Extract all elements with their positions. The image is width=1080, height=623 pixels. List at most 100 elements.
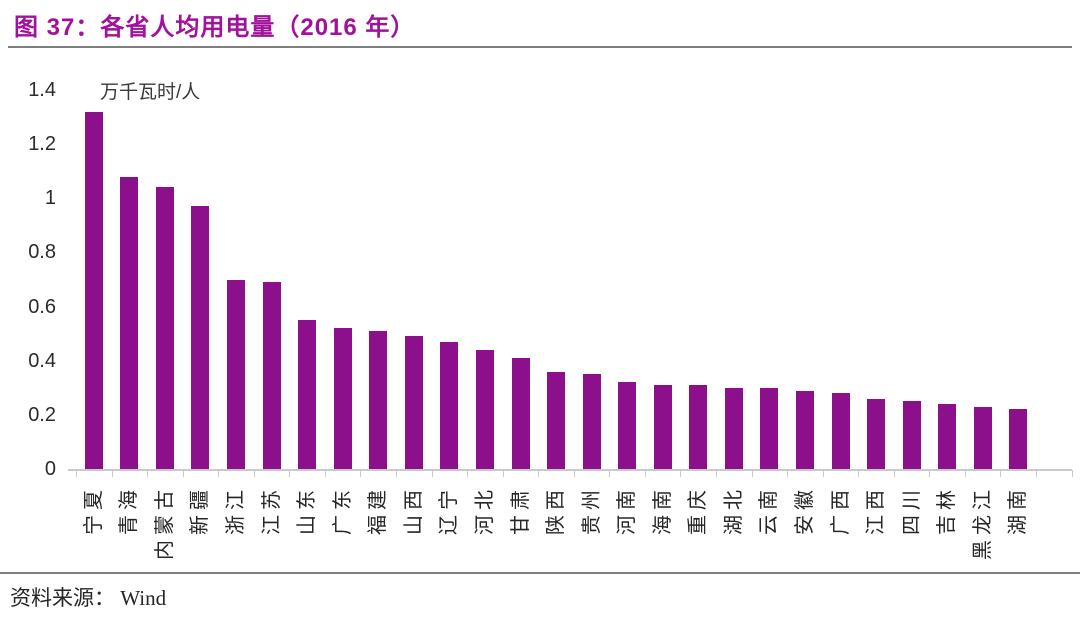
bar-cell — [858, 90, 894, 469]
bar-福建 — [369, 330, 388, 469]
x-label-cell: 山东 — [289, 477, 325, 577]
x-axis-tick — [929, 470, 931, 477]
bar-广东 — [333, 328, 352, 469]
x-label-cell: 宁夏 — [76, 477, 112, 577]
x-axis-tick — [324, 470, 326, 477]
x-label-cell: 湖南 — [1001, 477, 1037, 577]
figure-title: 图 37：各省人均用电量（2016 年） — [14, 14, 416, 41]
y-tick-label: 1.2 — [28, 133, 56, 156]
title-divider-line — [8, 46, 1072, 48]
footer-divider-line — [0, 572, 1080, 574]
x-axis-tick — [147, 470, 149, 477]
x-category-label: 湖南 — [1007, 485, 1030, 535]
bar-四川 — [902, 401, 921, 469]
bar-浙江 — [227, 279, 246, 469]
x-label-cell: 江西 — [858, 477, 894, 577]
x-category-label: 福建 — [367, 485, 390, 535]
x-axis-tick — [964, 470, 966, 477]
x-label-cell: 安徽 — [787, 477, 823, 577]
x-axis-tick — [716, 470, 717, 477]
x-axis-tick — [360, 470, 362, 477]
bar-宁夏 — [84, 111, 103, 469]
bar-cell — [432, 90, 468, 469]
y-tick-label: 1 — [44, 187, 56, 210]
bar-cell — [218, 90, 254, 469]
bar-江西 — [867, 398, 886, 469]
x-axis-tick — [218, 470, 220, 477]
bar-cell — [503, 90, 539, 469]
x-label-cell: 四川 — [894, 477, 930, 577]
x-axis-tick — [502, 470, 504, 477]
x-category-label: 重庆 — [687, 485, 710, 535]
x-category-label: 河北 — [473, 485, 496, 535]
x-category-label: 江西 — [865, 485, 888, 535]
bar-cell — [147, 90, 183, 469]
x-axis-line — [68, 469, 1072, 471]
x-category-label: 新疆 — [189, 485, 212, 535]
x-label-cell: 青海 — [112, 477, 148, 577]
x-axis-tick — [680, 470, 682, 477]
y-tick-label: 0.4 — [28, 349, 56, 372]
bar-青海 — [120, 176, 139, 469]
x-label-cell: 海南 — [645, 477, 681, 577]
x-label-cell: 陕西 — [538, 477, 574, 577]
x-axis-tick — [893, 470, 895, 477]
x-axis-tick — [111, 470, 113, 477]
bar-cell — [645, 90, 681, 469]
source-note: 资料来源： Wind — [10, 586, 167, 610]
y-tick-label: 0.2 — [28, 403, 56, 426]
x-axis-tick — [609, 470, 611, 477]
x-category-label: 河南 — [616, 485, 639, 535]
x-label-cell: 河北 — [467, 477, 503, 577]
x-category-label: 青海 — [118, 485, 141, 535]
x-category-label: 辽宁 — [438, 485, 461, 535]
x-axis-tick — [182, 470, 184, 477]
y-tick-label: 0 — [44, 458, 56, 480]
bar-cell — [1001, 90, 1037, 469]
bar-湖北 — [724, 387, 743, 469]
y-axis-unit-label: 万千瓦时/人 — [100, 82, 201, 103]
x-axis-tick — [787, 470, 789, 477]
x-label-cell: 辽宁 — [432, 477, 468, 577]
bar-cell — [396, 90, 432, 469]
x-axis-tick — [751, 470, 753, 477]
y-tick-label: 0.8 — [28, 241, 56, 264]
bar-内蒙古 — [155, 187, 174, 469]
x-category-label: 广西 — [829, 485, 852, 535]
bar-河南 — [618, 382, 637, 469]
x-category-label: 甘肃 — [509, 485, 532, 535]
bar-cell — [325, 90, 361, 469]
bar-cell — [574, 90, 610, 469]
x-category-label: 山西 — [402, 485, 425, 535]
x-axis-tick — [76, 470, 77, 477]
x-label-cell: 湖北 — [716, 477, 752, 577]
bar-山东 — [298, 320, 317, 469]
x-category-label: 湖北 — [722, 485, 745, 535]
x-label-cell: 广西 — [823, 477, 859, 577]
bar-cell — [609, 90, 645, 469]
bar-cell — [183, 90, 219, 469]
bar-辽宁 — [440, 341, 459, 469]
x-axis-tick — [644, 470, 646, 477]
bar-cell — [787, 90, 823, 469]
bar-cell — [930, 90, 966, 469]
bar-新疆 — [191, 206, 210, 469]
x-axis-tick — [431, 470, 433, 477]
x-axis-tick — [573, 470, 575, 477]
x-category-label: 广东 — [331, 485, 354, 535]
bar-云南 — [760, 387, 779, 469]
bar-cell — [538, 90, 574, 469]
x-label-cell: 河南 — [609, 477, 645, 577]
bar-cell — [681, 90, 717, 469]
x-category-label: 四川 — [900, 485, 923, 535]
x-axis-tick — [1071, 470, 1073, 477]
bar-广西 — [831, 393, 850, 469]
x-label-cell: 福建 — [361, 477, 397, 577]
x-axis-tick — [858, 470, 860, 477]
bar-cell — [76, 90, 112, 469]
bar-黑龙江 — [973, 406, 992, 469]
x-category-label: 吉林 — [936, 485, 959, 535]
bar-安徽 — [796, 390, 815, 469]
x-label-cell: 山西 — [396, 477, 432, 577]
